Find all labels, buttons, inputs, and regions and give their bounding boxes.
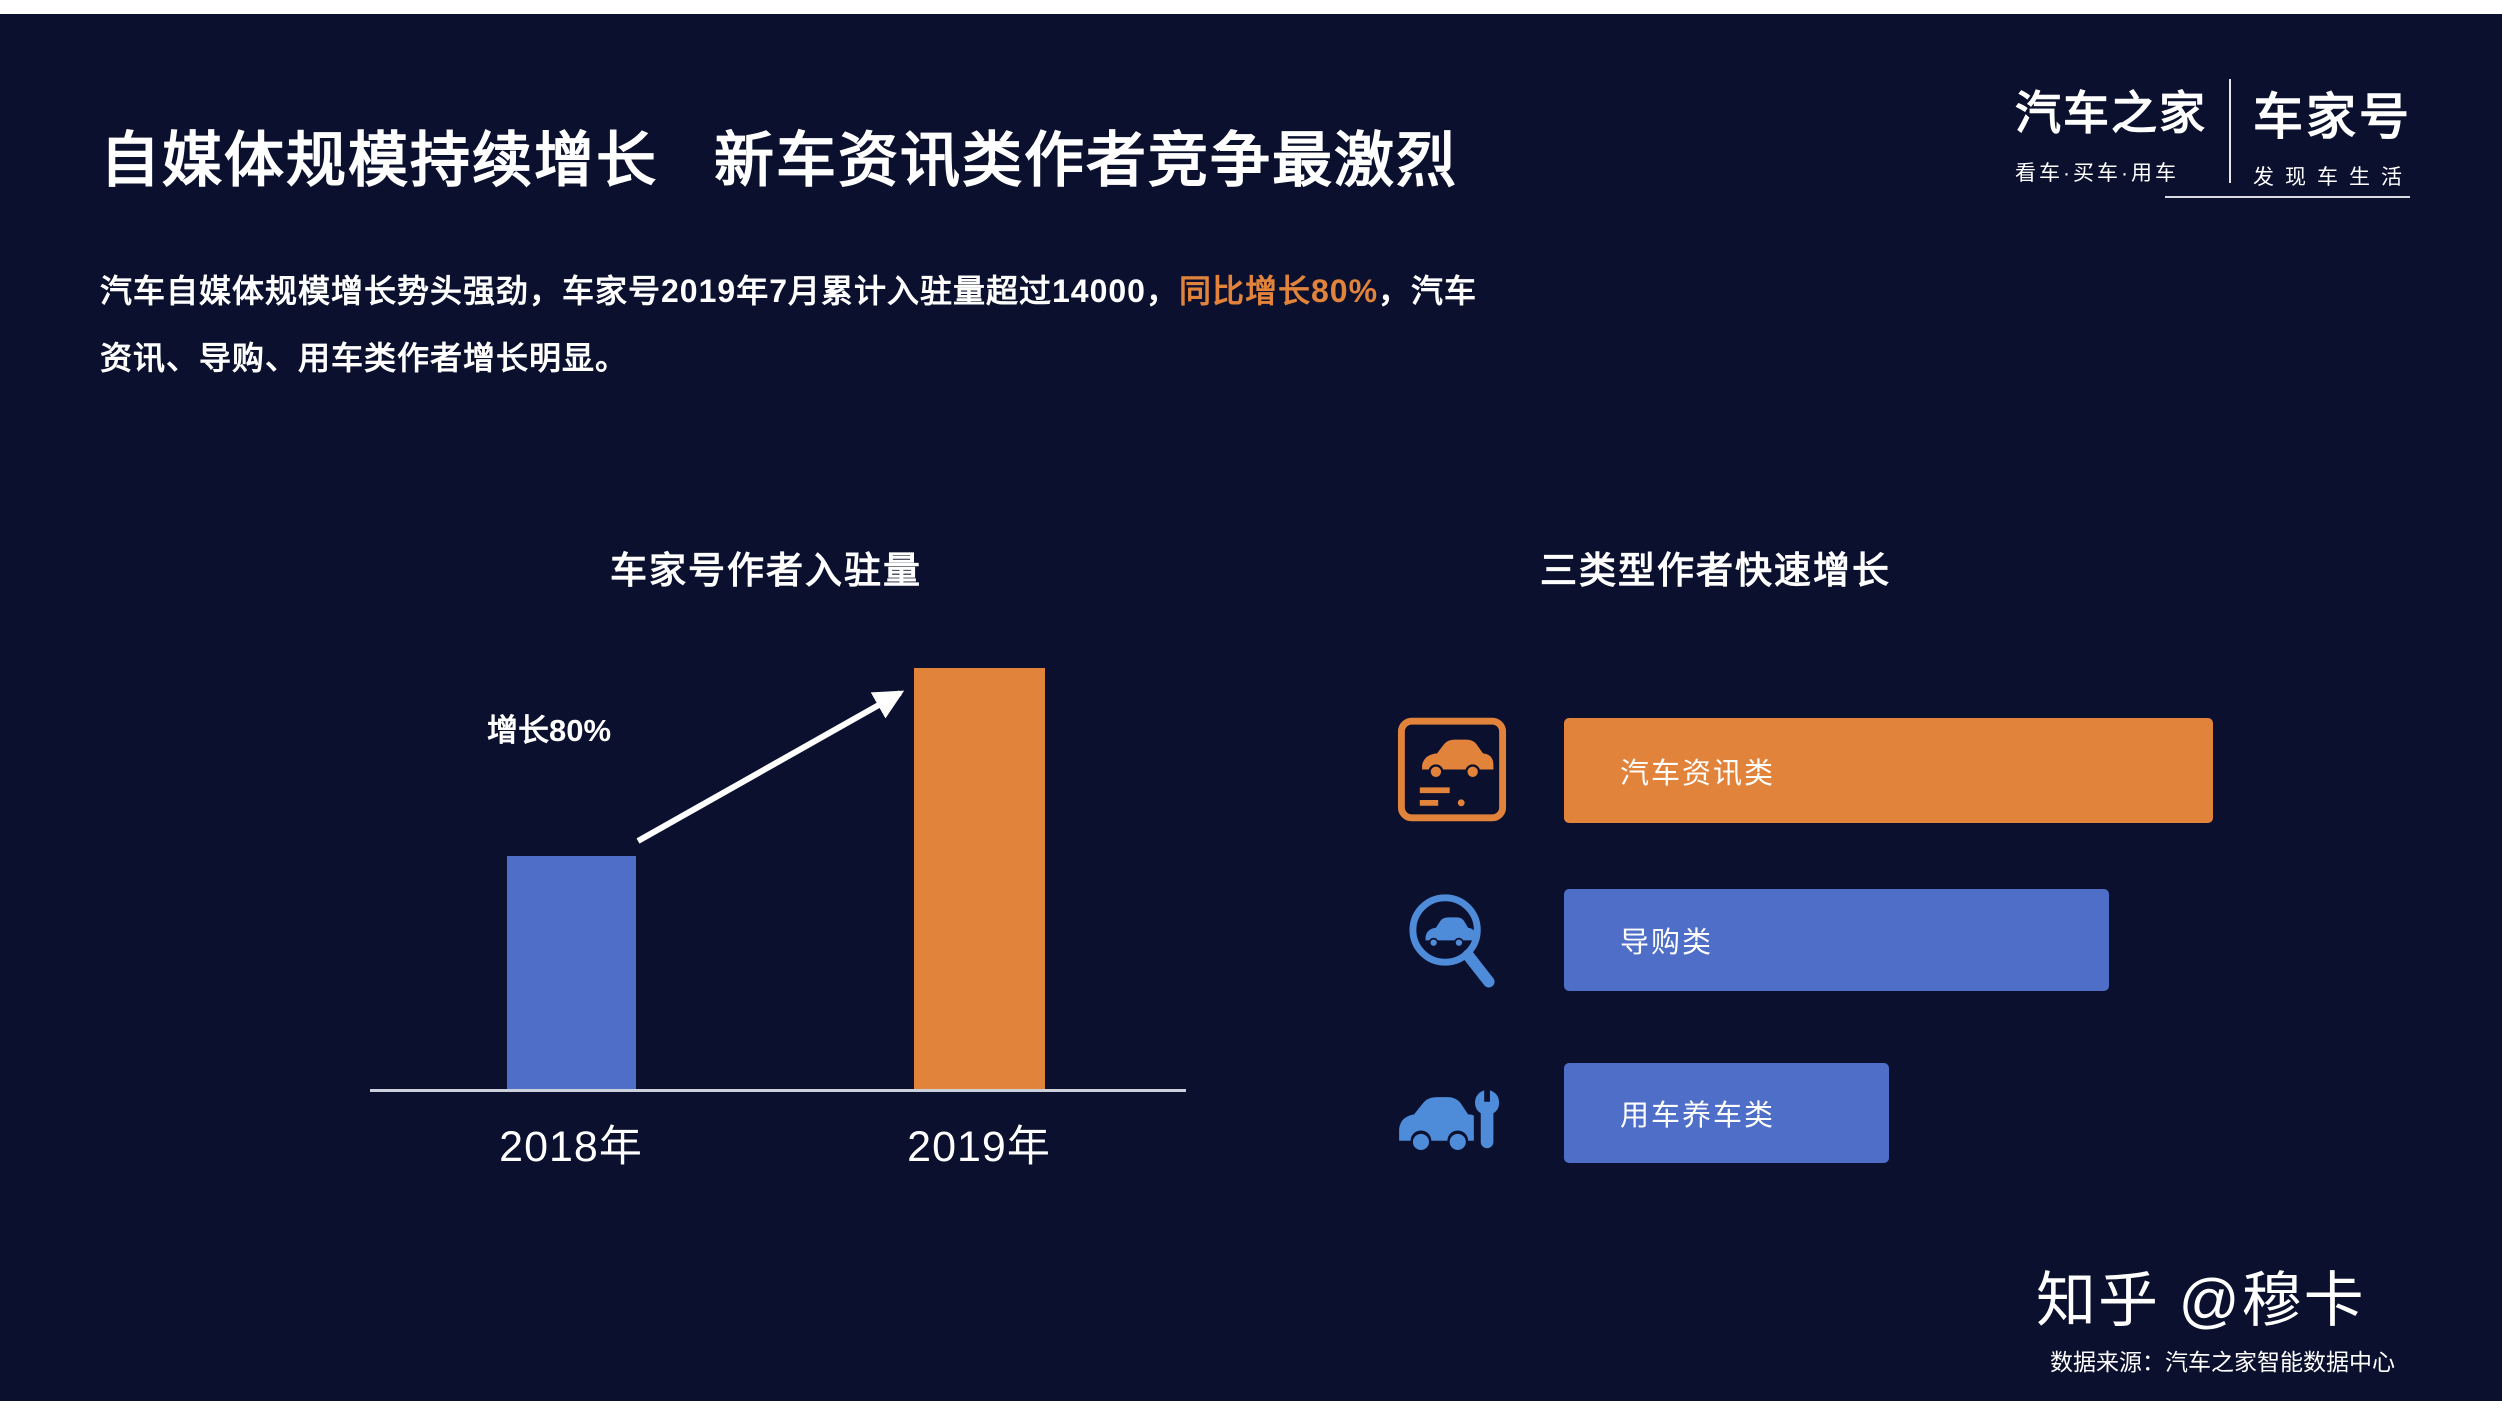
bar-car-buying-guide: 导购类 [1564,889,2109,991]
intro-text-after: ，汽车 [1378,273,1478,309]
bar-2018 [507,856,636,1091]
logo-product-tagline: 发现车生活 [2253,166,2413,189]
bar-car-usage: 用车养车类 [1564,1063,1889,1163]
car-news-icon [1392,712,1512,827]
intro-line2: 资讯、导购、用车类作者增长明显。 [100,340,629,376]
page-title: 自媒体规模持续增长 新车资讯类作者竞争最激烈 [100,127,1459,194]
category-chart-title: 三类型作者快速增长 [1540,550,1891,591]
bar-2019 [914,668,1045,1091]
top-border [0,0,2502,14]
car-maintenance-icon [1392,1058,1512,1173]
bar-label-car-news: 汽车资讯类 [1620,757,1776,790]
intro-paragraph: 汽车自媒体规模增长势头强劲，车家号2019年7月累计入驻量超过14000，同比增… [100,258,1740,392]
bottom-border [0,1401,2502,1414]
data-source: 数据来源：汽车之家智能数据中心 [2050,1349,2395,1375]
car-search-icon [1392,884,1512,999]
x-label-2018: 2018年 [499,1123,643,1171]
watermark: 知乎 @穆卡 [2036,1267,2366,1334]
logo-brand-block: 汽车之家 看车·买车·用车 [2015,77,2207,187]
growth-chart-title: 车家号作者入驻量 [610,550,922,591]
x-label-2019: 2019年 [907,1123,1051,1171]
growth-arrow-icon [636,690,905,844]
intro-text-before: 汽车自媒体规模增长势头强劲，车家号2019年7月累计入驻量超过14000， [100,273,1179,309]
logo-brand-text: 汽车之家 [2015,87,2207,139]
logo-product-text: 车家号 [2253,89,2412,145]
bar-label-car-usage: 用车养车类 [1620,1100,1776,1132]
intro-highlight: 同比增长80% [1178,273,1379,309]
bar-car-news: 汽车资讯类 [1564,718,2213,823]
logo-product-block: 车家号 发现车生活 [2253,77,2413,191]
logo-divider [2229,79,2231,183]
bar-label-car-buying-guide: 导购类 [1620,927,1714,959]
logo-brand-tagline: 看车·买车·用车 [2015,162,2179,185]
x-axis-line [370,1089,1186,1092]
logo-underline [2165,196,2410,198]
growth-annotation: 增长80% [487,713,612,748]
brand-logo: 汽车之家 看车·买车·用车 车家号 发现车生活 [2015,77,2413,191]
